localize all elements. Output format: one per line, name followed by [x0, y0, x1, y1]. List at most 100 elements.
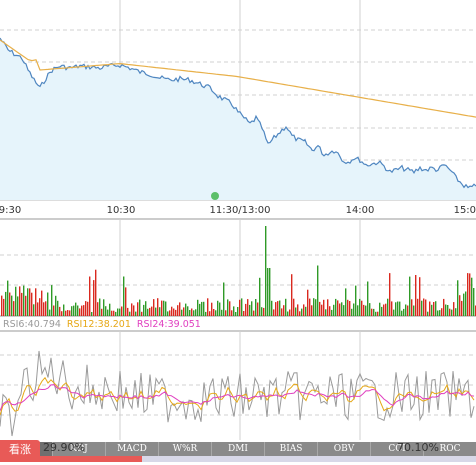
volume-bar: [265, 226, 267, 316]
volume-bar: [397, 301, 399, 316]
volume-bar: [439, 310, 441, 316]
volume-bar: [207, 298, 209, 316]
volume-bar: [9, 292, 11, 316]
tab-roc[interactable]: ROC: [439, 444, 461, 454]
volume-bar: [457, 280, 459, 316]
tab-bias[interactable]: BIAS: [265, 442, 318, 457]
volume-bar: [137, 302, 139, 316]
volume-bar: [239, 299, 241, 316]
volume-bar: [241, 298, 243, 316]
volume-bar: [11, 295, 13, 316]
volume-bar: [331, 309, 333, 316]
tab-macd[interactable]: MACD: [106, 442, 159, 457]
volume-bar: [193, 310, 195, 316]
volume-bar: [147, 308, 149, 316]
volume-bar: [133, 305, 135, 316]
volume-bar: [433, 302, 435, 316]
volume-bar: [443, 298, 445, 316]
volume-bar: [131, 303, 133, 316]
volume-bar: [41, 290, 43, 316]
volume-bar: [329, 306, 331, 316]
volume-bar: [459, 295, 461, 316]
volume-bar: [195, 309, 197, 316]
rsi-legend-item: RSI12:38.201: [66, 319, 131, 330]
rsi-legend: RSI6:40.794 RSI12:38.201 RSI24:39.051: [3, 319, 207, 330]
volume-bar: [115, 311, 117, 316]
volume-bar: [411, 299, 413, 316]
volume-bar: [171, 306, 173, 316]
volume-bar: [319, 301, 321, 316]
volume-bar: [161, 300, 163, 316]
volume-bar: [373, 308, 375, 316]
volume-bar: [311, 305, 313, 316]
volume-bar: [455, 308, 457, 316]
tab-dmi[interactable]: DMI: [212, 442, 265, 457]
volume-bar: [449, 308, 451, 316]
volume-bar: [321, 304, 323, 316]
volume-bar: [179, 302, 181, 316]
volume-bar: [399, 301, 401, 316]
volume-bar: [203, 301, 205, 316]
volume-bar: [91, 312, 93, 316]
price-area: [0, 38, 476, 200]
volume-bar: [185, 303, 187, 316]
volume-bar: [351, 308, 353, 316]
volume-bar: [343, 305, 345, 316]
volume-bar: [117, 308, 119, 316]
volume-bar: [43, 302, 45, 316]
volume-bar: [231, 310, 233, 316]
volume-bar: [223, 282, 225, 316]
volume-bar: [37, 302, 39, 316]
volume-bar: [151, 306, 153, 316]
volume-bar: [431, 304, 433, 316]
volume-bar: [445, 304, 447, 316]
volume-bar: [413, 305, 415, 316]
volume-bar: [177, 305, 179, 316]
volume-bar: [123, 276, 125, 316]
rsi12-line: [0, 376, 475, 416]
volume-bar: [467, 273, 469, 316]
volume-bar: [379, 302, 381, 316]
volume-bar: [103, 299, 105, 316]
volume-bar: [235, 312, 237, 316]
volume-bar: [309, 298, 311, 316]
volume-bar: [261, 307, 263, 316]
volume-bar: [277, 301, 279, 316]
volume-bar: [83, 305, 85, 316]
volume-bar: [307, 289, 309, 316]
volume-bar: [229, 301, 231, 316]
volume-bar: [415, 275, 417, 316]
stock-chart: [0, 0, 476, 440]
volume-bar: [51, 285, 53, 316]
volume-bar: [473, 288, 475, 316]
tab-obv[interactable]: OBV: [318, 442, 371, 457]
volume-bar: [243, 311, 245, 316]
volume-bar: [61, 311, 63, 316]
bullish-vote-button[interactable]: 看涨: [0, 440, 40, 460]
volume-bar: [419, 277, 421, 316]
volume-bar: [335, 298, 337, 316]
volume-bar: [393, 309, 395, 316]
volume-bar: [145, 301, 147, 316]
price-line: [0, 37, 476, 189]
volume-bar: [279, 300, 281, 316]
tab-kdj[interactable]: KDJ: [53, 442, 106, 457]
volume-bar: [95, 269, 97, 316]
volume-bar: [35, 288, 37, 316]
tab-wr[interactable]: W%R: [159, 442, 212, 457]
volume-bar: [249, 304, 251, 316]
volume-bar: [405, 304, 407, 316]
volume-bar: [353, 303, 355, 316]
volume-bar: [471, 277, 473, 316]
volume-bar: [301, 308, 303, 316]
volume-bar: [65, 310, 67, 316]
volume-bar: [15, 286, 17, 316]
volume-bar: [347, 299, 349, 316]
volume-bar: [275, 302, 277, 316]
volume-bar: [451, 309, 453, 316]
volume-bar: [423, 298, 425, 316]
tab-cci[interactable]: CCI: [371, 442, 424, 457]
volume-bar: [295, 307, 297, 316]
volume-bar: [17, 296, 19, 316]
volume-bar: [139, 299, 141, 316]
